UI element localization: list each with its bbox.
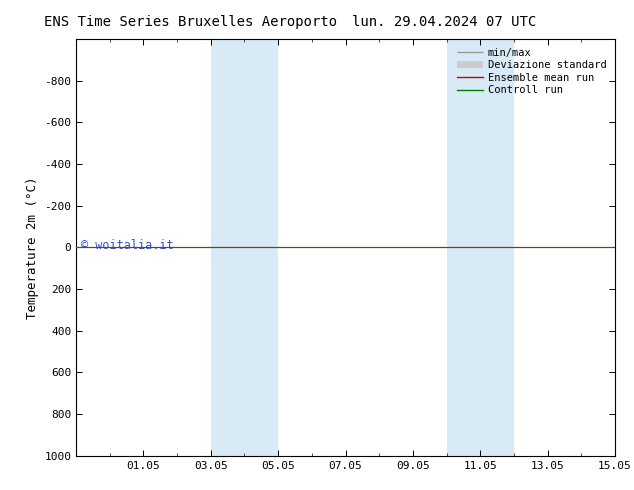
Bar bbox=[446, 39, 514, 456]
Bar bbox=[210, 39, 278, 456]
Text: ENS Time Series Bruxelles Aeroporto: ENS Time Series Bruxelles Aeroporto bbox=[44, 15, 337, 29]
Text: © woitalia.it: © woitalia.it bbox=[81, 239, 174, 252]
Y-axis label: Temperature 2m (°C): Temperature 2m (°C) bbox=[25, 176, 39, 318]
Text: lun. 29.04.2024 07 UTC: lun. 29.04.2024 07 UTC bbox=[352, 15, 536, 29]
Legend: min/max, Deviazione standard, Ensemble mean run, Controll run: min/max, Deviazione standard, Ensemble m… bbox=[453, 45, 610, 98]
